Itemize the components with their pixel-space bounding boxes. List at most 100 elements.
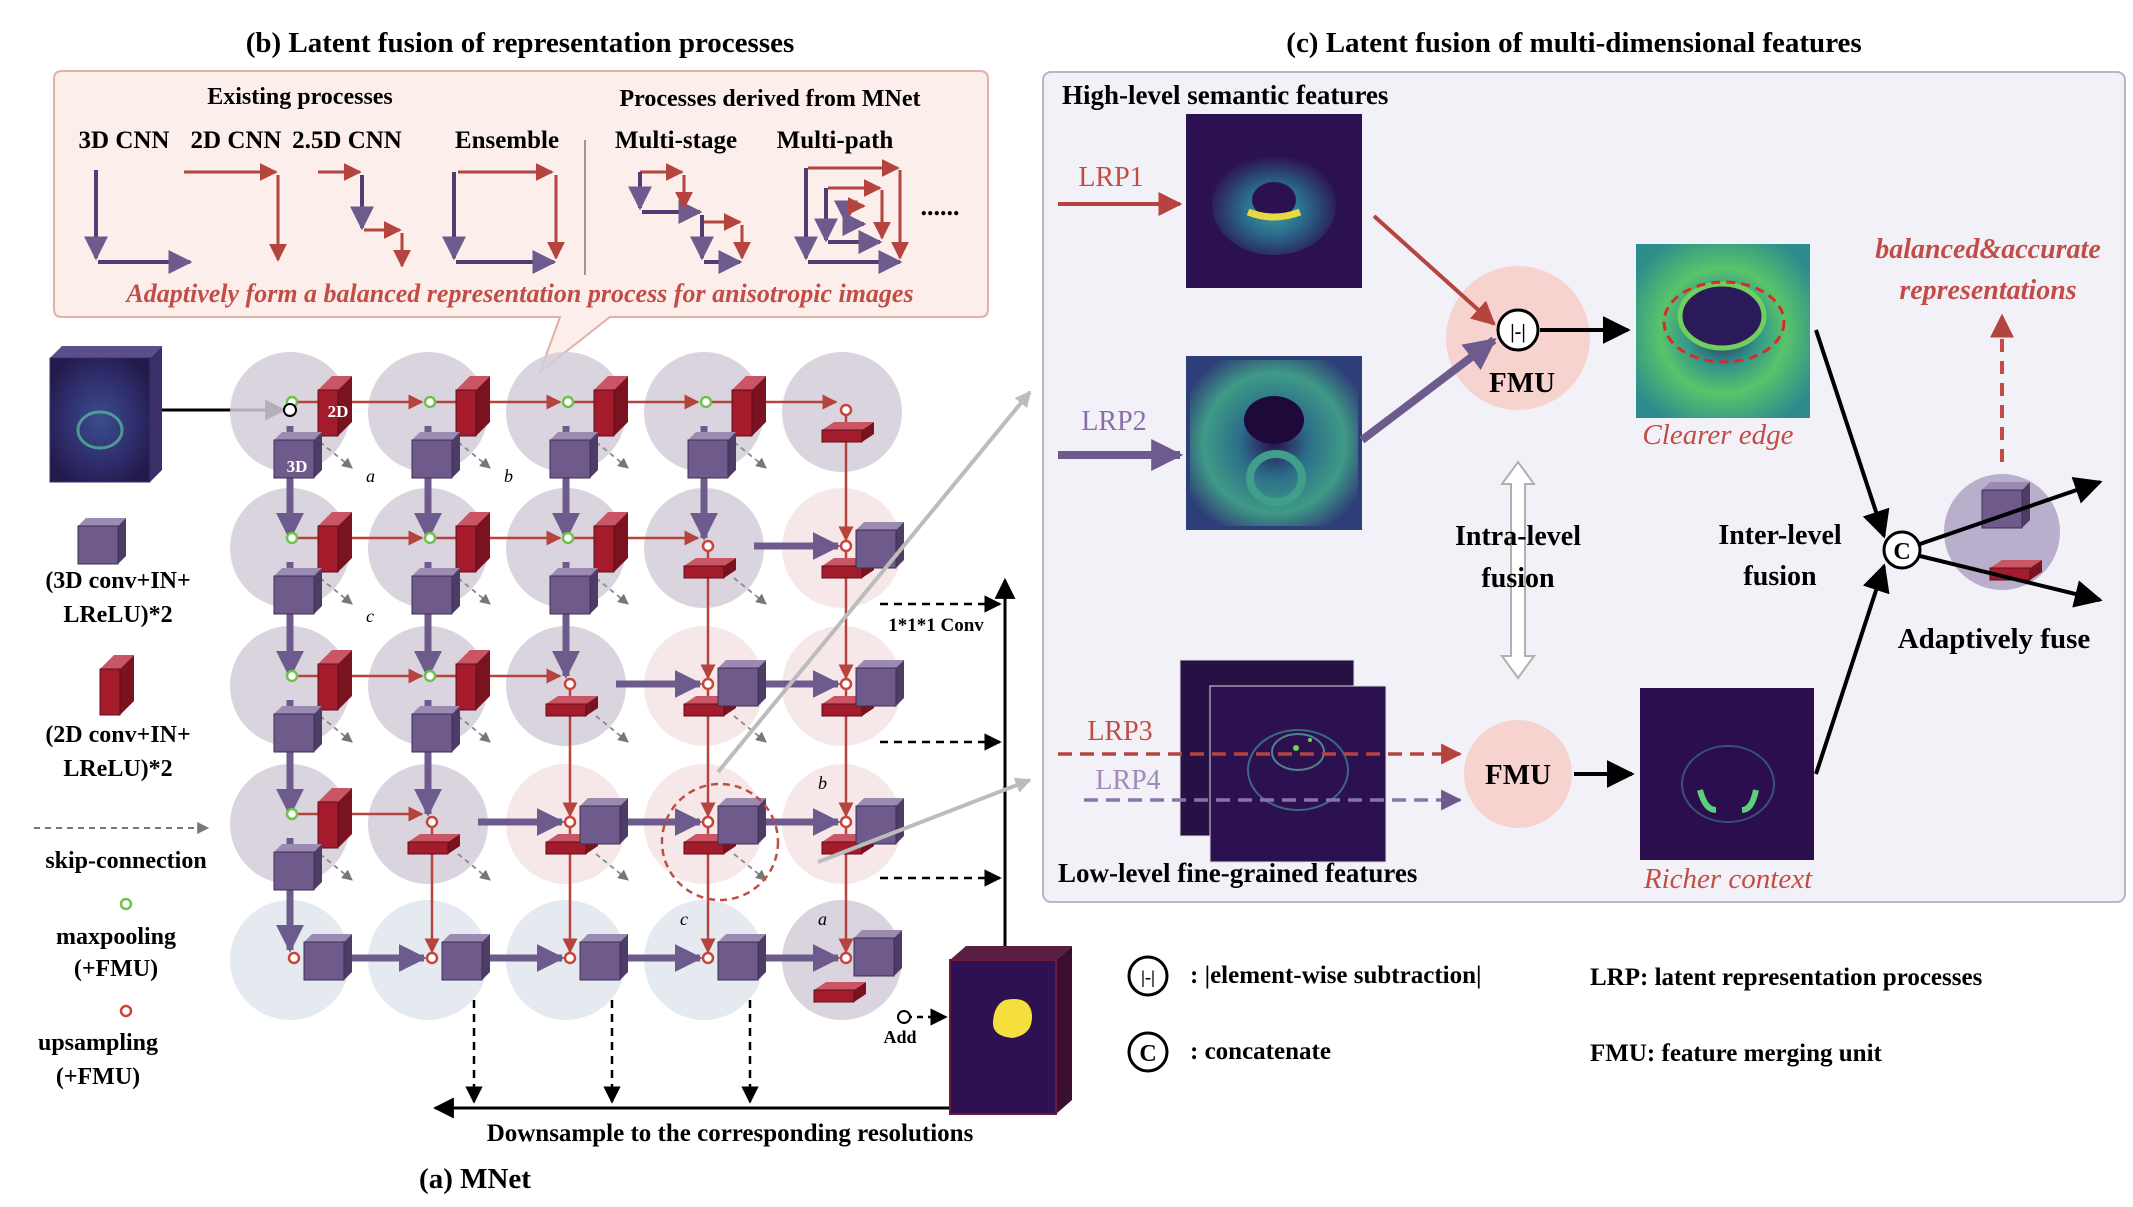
- legend-subtraction-icon: [1127, 955, 1169, 997]
- conv3d-module: [855, 521, 905, 569]
- skip-label-c-bottom: c: [680, 909, 688, 929]
- edge-skip-connection: [457, 715, 491, 743]
- skip-label-b-right: b: [818, 773, 827, 793]
- conv3d-module: [411, 567, 461, 615]
- edge-skip-connection: [595, 441, 629, 469]
- process-glyph-25d-cnn: [318, 163, 411, 268]
- upsample-node: [839, 677, 853, 691]
- bottom-legend: |-| : |element-wise subtraction| C : con…: [1127, 955, 1983, 1073]
- label-ensemble: Ensemble: [455, 127, 559, 154]
- low-level-label: Low-level fine-grained features: [1058, 858, 1417, 888]
- fmu-low-circle: [1464, 720, 1572, 828]
- conv2d-module: [317, 511, 353, 573]
- edge-skip-connection: [319, 715, 353, 743]
- deep-supervision-arrows: [465, 595, 1002, 1104]
- label-multi-path: Multi-path: [777, 127, 894, 154]
- legend-fmu-text: FMU: feature merging unit: [1590, 1040, 1883, 1067]
- edge-skip-connection: [595, 853, 629, 881]
- legend-subtraction-text: : |element-wise subtraction|: [1190, 962, 1482, 989]
- upsample-node: [839, 951, 853, 965]
- conv2d-module: [455, 511, 491, 573]
- intra-level-line1: Intra-level: [1455, 521, 1581, 552]
- inter-level-line2: fusion: [1743, 561, 1817, 592]
- conv3d-module: [411, 705, 461, 753]
- conv2d-module: [317, 649, 353, 711]
- label-multi-stage: Multi-stage: [615, 127, 737, 154]
- feature-map-lrp1: [1186, 114, 1362, 288]
- upsample-node: [563, 815, 577, 829]
- conv2d-module: [317, 787, 353, 849]
- maxpool-node: [285, 807, 299, 821]
- legend-3d-conv-line1: (3D conv+IN+: [45, 568, 190, 594]
- conv2d-module: [593, 375, 629, 437]
- node-label-3d: 3D: [287, 457, 308, 476]
- output-2d-module: [813, 981, 867, 1003]
- zoom-connectors: [716, 390, 1032, 864]
- edge-skip-connection: [595, 715, 629, 743]
- conv3d-module: [549, 567, 599, 615]
- upsampled-2d-module: [821, 421, 875, 443]
- label-3d-cnn: 3D CNN: [79, 127, 170, 154]
- panel-b: (b) Latent fusion of representation proc…: [53, 27, 989, 375]
- richer-to-concat-arrow: [1814, 563, 1890, 775]
- conv3d-module: [273, 843, 323, 891]
- skip-label-c-left: c: [366, 606, 374, 626]
- lrp1-label: LRP1: [1078, 162, 1143, 193]
- lrp1-to-fmu-arrow: [1372, 214, 1496, 326]
- conv2d-module: [731, 375, 767, 437]
- panel-c-title: (c) Latent fusion of multi-dimensional f…: [1286, 27, 1861, 59]
- upsample-node: [425, 951, 439, 965]
- maxpool-node: [423, 669, 437, 683]
- conv3d-module: [717, 659, 767, 707]
- upsampled-2d-module: [683, 557, 737, 579]
- legend-upsample-line2: (+FMU): [56, 1064, 140, 1090]
- fmu-high-label: FMU: [1489, 367, 1555, 399]
- legend-concat-icon: [1127, 1031, 1169, 1073]
- maxpool-node: [561, 395, 575, 409]
- panel-b-title: (b) Latent fusion of representation proc…: [246, 27, 795, 59]
- edge-skip-connection: [595, 577, 629, 605]
- feature-map-lrp4: [1209, 685, 1387, 863]
- balanced-line1: balanced&accurate: [1875, 234, 2101, 265]
- legend-maxpool-line1: maxpooling: [56, 924, 176, 950]
- edge-skip-connection: [457, 441, 491, 469]
- concat-node: [1882, 530, 1922, 570]
- legend-lrp-text: LRP: latent representation processes: [1590, 964, 1983, 991]
- clearer-edge-label: Clearer edge: [1642, 419, 1793, 451]
- label-25d-cnn: 2.5D CNN: [292, 127, 402, 154]
- concat-to-2d-arrow: [1919, 554, 2103, 608]
- skip-label-a-top: a: [366, 466, 375, 486]
- edge-skip-connection: [733, 715, 767, 743]
- adaptively-fuse-label: Adaptively fuse: [1898, 623, 2091, 655]
- concat-to-3d-arrow: [1919, 476, 2103, 546]
- clearer-to-concat-arrow: [1814, 329, 1890, 539]
- upsample-node: [839, 539, 853, 553]
- conv3d-module: [717, 797, 767, 845]
- feature-map-richer-context: [1640, 688, 1814, 860]
- subtraction-node-symbol: |-|: [1510, 321, 1525, 343]
- upsample-node: [701, 815, 715, 829]
- downsample-label: Downsample to the corresponding resoluti…: [487, 1120, 974, 1147]
- upsample-node: [563, 951, 577, 965]
- conv3d-module: [717, 933, 767, 981]
- legend-subtraction-symbol: |-|: [1141, 967, 1155, 987]
- feature-map-clearer-edge: [1636, 244, 1810, 418]
- panel-b-caption: Adaptively form a balanced representatio…: [124, 279, 913, 308]
- legend-maxpool-line2: (+FMU): [74, 956, 158, 982]
- conv-1x1-label: 1*1*1 Conv: [888, 615, 984, 636]
- conv3d-module: [411, 431, 461, 479]
- upsample-node: [425, 815, 439, 829]
- maxpool-node: [561, 531, 575, 545]
- process-glyph-2d-cnn: [184, 163, 287, 262]
- zoom-highlight-node: [660, 782, 780, 902]
- legend-3d-conv-line2: LReLU)*2: [63, 602, 172, 628]
- maxpool-node: [423, 531, 437, 545]
- edge-skip-connection: [733, 853, 767, 881]
- lrp2-label: LRP2: [1081, 406, 1146, 437]
- conv3d-module: [303, 933, 353, 981]
- input-volume: [49, 346, 162, 483]
- legend-2d-conv-line2: LReLU)*2: [63, 756, 172, 782]
- legend-concat-symbol: C: [1139, 1041, 1156, 1067]
- legend-2d-conv-line1: (2D conv+IN+: [45, 722, 190, 748]
- upsampled-2d-module: [407, 833, 461, 855]
